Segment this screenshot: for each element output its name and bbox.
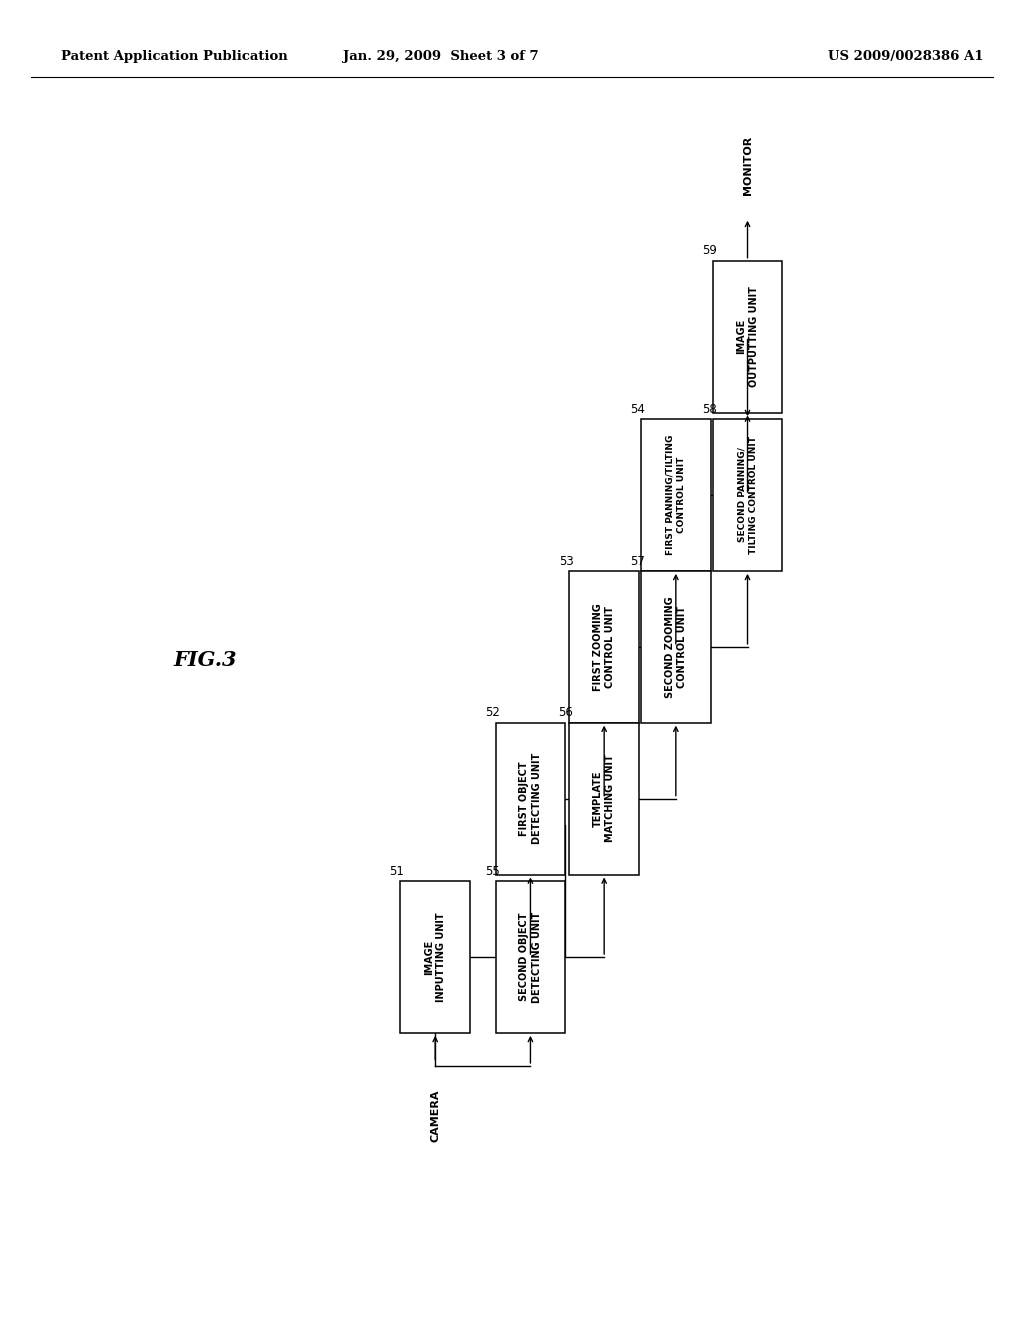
Text: IMAGE
INPUTTING UNIT: IMAGE INPUTTING UNIT xyxy=(424,912,446,1002)
Bar xyxy=(713,420,782,570)
Text: 58: 58 xyxy=(702,403,717,416)
Text: SECOND PANNING/
TILTING CONTROL UNIT: SECOND PANNING/ TILTING CONTROL UNIT xyxy=(737,436,758,554)
Text: 59: 59 xyxy=(701,244,717,257)
Text: FIRST ZOOMING
CONTROL UNIT: FIRST ZOOMING CONTROL UNIT xyxy=(593,603,615,690)
Bar xyxy=(641,420,711,570)
Text: FIG.3: FIG.3 xyxy=(173,649,237,671)
Text: CAMERA: CAMERA xyxy=(430,1089,440,1142)
Bar xyxy=(569,570,639,722)
Text: SECOND ZOOMING
CONTROL UNIT: SECOND ZOOMING CONTROL UNIT xyxy=(665,597,687,697)
Bar xyxy=(569,722,639,874)
Text: 53: 53 xyxy=(559,554,573,568)
Text: US 2009/0028386 A1: US 2009/0028386 A1 xyxy=(827,50,983,63)
Text: SECOND OBJECT
DETECTING UNIT: SECOND OBJECT DETECTING UNIT xyxy=(519,911,542,1003)
Bar xyxy=(496,722,565,874)
Bar xyxy=(400,882,470,1032)
Text: 52: 52 xyxy=(484,706,500,719)
Text: 54: 54 xyxy=(630,403,645,416)
Bar xyxy=(496,882,565,1032)
Text: IMAGE
OUTPUTTING UNIT: IMAGE OUTPUTTING UNIT xyxy=(736,286,759,387)
Text: MONITOR: MONITOR xyxy=(742,136,753,194)
Text: 57: 57 xyxy=(630,554,645,568)
Text: TEMPLATE
MATCHING UNIT: TEMPLATE MATCHING UNIT xyxy=(593,755,615,842)
Text: Patent Application Publication: Patent Application Publication xyxy=(61,50,288,63)
Text: 51: 51 xyxy=(389,865,404,878)
Bar xyxy=(713,261,782,412)
Text: 56: 56 xyxy=(558,706,573,719)
Text: 55: 55 xyxy=(485,865,500,878)
Text: FIRST PANNING/TILTING
CONTROL UNIT: FIRST PANNING/TILTING CONTROL UNIT xyxy=(666,434,686,556)
Text: FIRST OBJECT
DETECTING UNIT: FIRST OBJECT DETECTING UNIT xyxy=(519,752,542,845)
Bar xyxy=(641,570,711,722)
Text: Jan. 29, 2009  Sheet 3 of 7: Jan. 29, 2009 Sheet 3 of 7 xyxy=(342,50,539,63)
